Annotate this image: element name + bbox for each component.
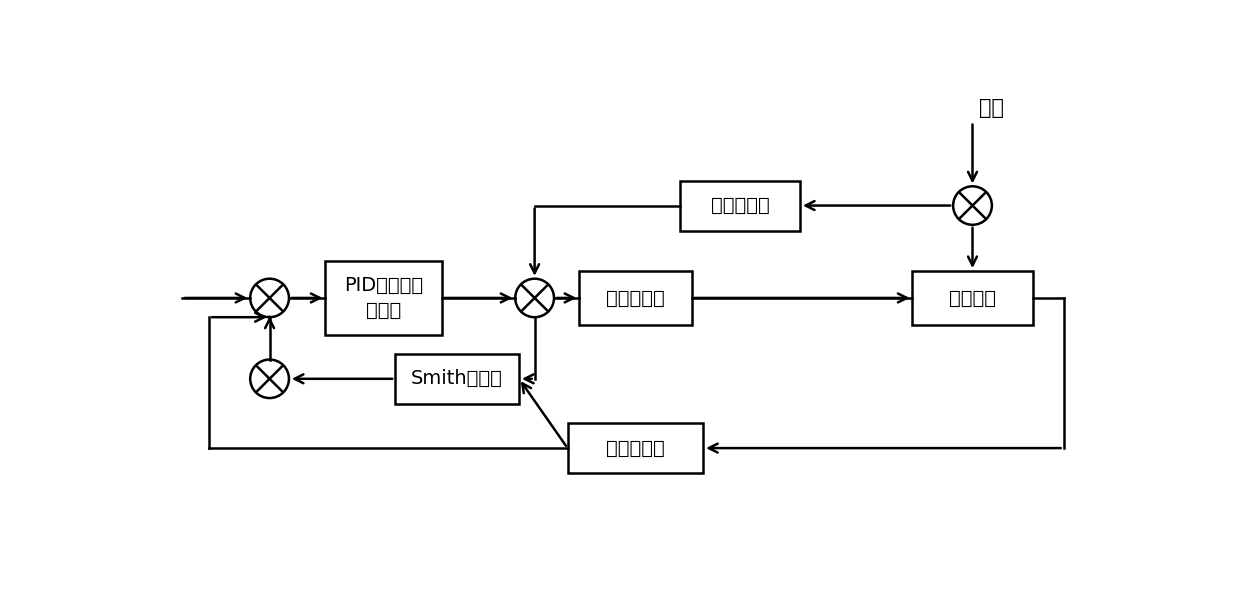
- Bar: [912, 271, 1032, 325]
- Text: 电流传感器: 电流传感器: [606, 438, 665, 458]
- Text: 前馈控制器: 前馈控制器: [711, 196, 769, 215]
- Bar: [395, 354, 519, 404]
- Bar: [680, 181, 800, 231]
- Text: PID交叉反馈
控制器: PID交叉反馈 控制器: [344, 276, 422, 320]
- Text: 被控对象: 被控对象: [949, 289, 996, 307]
- Bar: [579, 271, 691, 325]
- Bar: [567, 423, 704, 473]
- Text: 扰动: 扰动: [979, 98, 1005, 118]
- Bar: [326, 261, 441, 335]
- Text: 功率放大器: 功率放大器: [606, 289, 665, 307]
- Text: Smith预估器: Smith预估器: [411, 369, 503, 388]
